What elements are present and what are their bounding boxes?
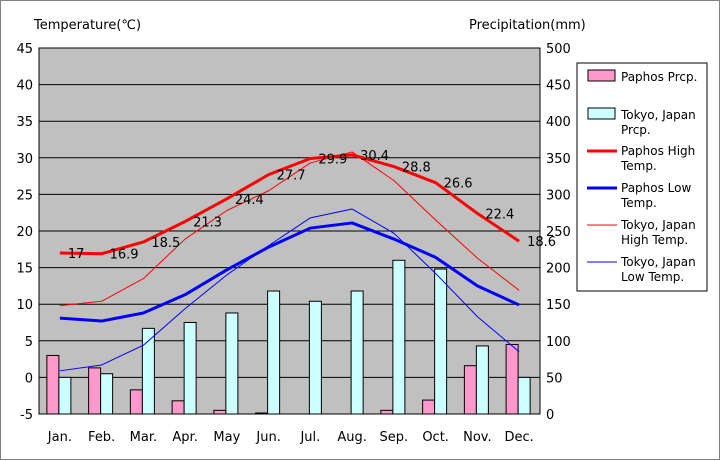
legend-label: Paphos High xyxy=(621,144,695,158)
y-left-tick-label: 30 xyxy=(16,152,33,167)
bar-tokyo-prcp xyxy=(183,322,197,415)
data-label-paphos-high: 18.5 xyxy=(151,236,180,251)
line-tokyo-high xyxy=(59,151,520,307)
legend-label: Prcp. xyxy=(621,123,651,137)
y-left-tick-label: 5 xyxy=(25,335,33,350)
bar-tokyo-prcp xyxy=(350,290,364,415)
data-label-paphos-high: 24.4 xyxy=(235,193,264,208)
bar-tokyo-prcp xyxy=(392,259,406,415)
data-label-paphos-high: 26.6 xyxy=(444,177,473,192)
x-tick-label: Nov. xyxy=(463,430,492,445)
legend-label: Temp. xyxy=(620,159,657,173)
x-tick-label: Aug. xyxy=(337,430,367,445)
bar-paphos-prcp xyxy=(171,400,185,415)
y-left-tick-label: -5 xyxy=(20,408,33,423)
legend-label: Paphos Low xyxy=(621,181,691,195)
bar-paphos-prcp xyxy=(213,409,227,415)
y-right-tick-label: 350 xyxy=(546,152,571,167)
bar-paphos-prcp xyxy=(46,354,60,415)
line-paphos-low xyxy=(59,221,520,323)
x-tick-label: Dec. xyxy=(504,430,533,445)
bar-paphos-prcp xyxy=(463,365,477,415)
bar-paphos-prcp xyxy=(505,343,519,415)
data-label-paphos-high: 17 xyxy=(68,247,85,262)
bar-paphos-prcp xyxy=(380,409,394,415)
x-tick-label: Jun. xyxy=(255,430,280,445)
legend-label: Tokyo, Japan xyxy=(620,108,696,122)
bar-paphos-prcp xyxy=(129,389,143,415)
legend-label: Tokyo, Japan xyxy=(620,255,696,269)
data-label-paphos-high: 16.9 xyxy=(110,248,139,263)
bar-tokyo-prcp xyxy=(475,345,489,415)
data-label-paphos-high: 18.6 xyxy=(527,235,556,250)
bar-tokyo-prcp xyxy=(267,290,281,415)
data-label-paphos-high: 21.3 xyxy=(193,215,222,230)
y-right-tick-label: 0 xyxy=(546,408,554,423)
line-tokyo-low xyxy=(59,208,520,372)
y-left-tick-label: 15 xyxy=(16,262,33,277)
y-right-tick-label: 100 xyxy=(546,335,571,350)
y-left-tick-label: 0 xyxy=(25,371,33,386)
x-tick-label: Sep. xyxy=(380,430,409,445)
y-right-tick-label: 50 xyxy=(546,371,563,386)
y-left-tick-label: 35 xyxy=(16,115,33,130)
y-right-tick-label: 250 xyxy=(546,225,571,240)
y-right-axis-title: Precipitation(mm) xyxy=(469,18,586,33)
x-tick-label: Jan. xyxy=(47,430,72,445)
x-tick-label: Apr. xyxy=(172,430,197,445)
data-label-paphos-high: 22.4 xyxy=(485,207,514,222)
x-tick-label: May xyxy=(213,430,240,445)
y-left-tick-label: 10 xyxy=(16,298,33,313)
data-label-paphos-high: 28.8 xyxy=(402,161,431,176)
y-right-tick-label: 400 xyxy=(546,115,571,130)
data-label-paphos-high: 29.9 xyxy=(318,153,347,168)
y-right-tick-label: 150 xyxy=(546,298,571,313)
y-right-tick-label: 200 xyxy=(546,262,571,277)
bar-paphos-prcp xyxy=(422,399,436,415)
bar-tokyo-prcp xyxy=(517,376,531,415)
y-right-tick-label: 500 xyxy=(546,42,571,57)
x-tick-label: Mar. xyxy=(130,430,157,445)
legend-swatch xyxy=(587,69,616,82)
line-paphos-high xyxy=(59,153,520,256)
x-tick-label: Jul. xyxy=(299,430,320,445)
bar-tokyo-prcp xyxy=(434,268,448,415)
bar-tokyo-prcp xyxy=(225,312,239,415)
plot-border xyxy=(38,47,541,415)
legend-label: High Temp. xyxy=(621,233,688,247)
legend-label: Paphos Prcp. xyxy=(621,70,697,84)
legend-label: Tokyo, Japan xyxy=(620,218,696,232)
legend-swatch xyxy=(587,107,616,120)
y-left-tick-label: 20 xyxy=(16,225,33,240)
x-tick-label: Oct. xyxy=(422,430,449,445)
legend-label: Temp. xyxy=(620,196,657,210)
y-left-tick-label: 40 xyxy=(16,79,33,94)
legend-label: Low Temp. xyxy=(621,270,684,284)
y-left-tick-label: 45 xyxy=(16,42,33,57)
bar-paphos-prcp xyxy=(88,367,102,415)
bar-tokyo-prcp xyxy=(308,300,322,415)
bar-tokyo-prcp xyxy=(100,373,114,415)
data-label-paphos-high: 27.7 xyxy=(277,169,306,184)
x-tick-label: Feb. xyxy=(88,430,115,445)
bar-tokyo-prcp xyxy=(58,376,72,415)
y-right-tick-label: 300 xyxy=(546,188,571,203)
y-right-tick-label: 450 xyxy=(546,79,571,94)
data-label-paphos-high: 30.4 xyxy=(360,149,389,164)
legend-box xyxy=(576,62,708,292)
y-left-axis-title: Temperature(℃) xyxy=(33,18,141,33)
y-left-tick-label: 25 xyxy=(16,188,33,203)
